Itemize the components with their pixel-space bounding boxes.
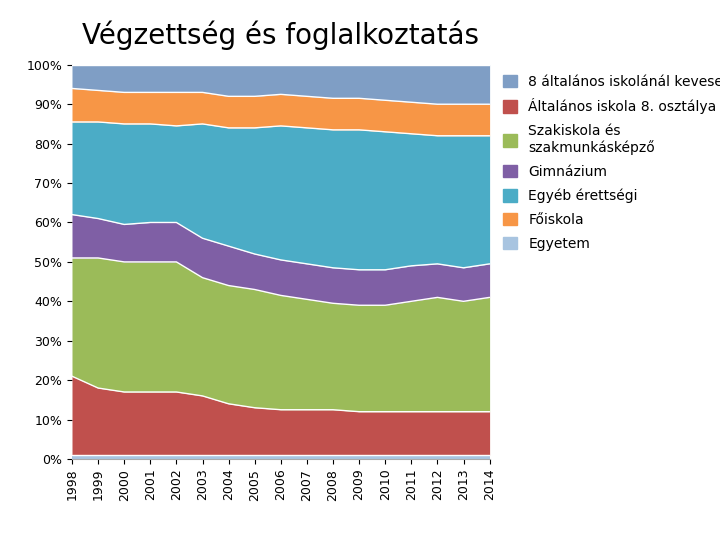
Legend: 8 általános iskolánál kevesebb, Általános iskola 8. osztálya, Szakiskola és
szak: 8 általános iskolánál kevesebb, Általáno… xyxy=(500,72,720,253)
Title: Végzettség és foglalkoztatás: Végzettség és foglalkoztatás xyxy=(82,21,480,50)
